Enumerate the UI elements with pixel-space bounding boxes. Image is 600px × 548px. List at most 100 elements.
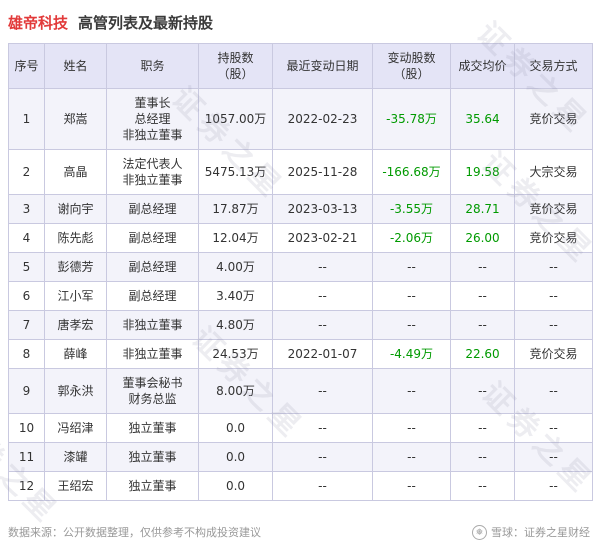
cell-position: 董事长 总经理 非独立董事 (106, 88, 199, 150)
cell-name: 陈先彪 (44, 223, 107, 253)
table-row: 11 漆罐 独立董事 0.0 -- -- -- -- (8, 442, 593, 472)
cell-index: 4 (8, 223, 45, 253)
cell-shares: 24.53万 (198, 339, 273, 369)
cell-change-shares: -- (372, 252, 451, 282)
table-row: 12 王绍宏 独立董事 0.0 -- -- -- -- (8, 471, 593, 501)
cell-name: 高晶 (44, 149, 107, 195)
cell-avg-price: -- (450, 413, 515, 443)
cell-index: 8 (8, 339, 45, 369)
cell-change-shares: -3.55万 (372, 194, 451, 224)
table-row: 6 江小军 副总经理 3.40万 -- -- -- -- (8, 281, 593, 311)
cell-shares: 17.87万 (198, 194, 273, 224)
table-row: 3 谢向宇 副总经理 17.87万 2023-03-13 -3.55万 28.71 竞价交易 (8, 194, 593, 224)
cell-position: 法定代表人 非独立董事 (106, 149, 199, 195)
table-row: 9 郭永洪 董事会秘书 财务总监 8.00万 -- -- -- -- (8, 368, 593, 414)
cell-trade-method: 竞价交易 (514, 194, 593, 224)
table-row: 1 郑嵩 董事长 总经理 非独立董事 1057.00万 2022-02-23 -35.78… (8, 88, 593, 150)
table-body: 1 郑嵩 董事长 总经理 非独立董事 1057.00万 2022-02-23 -35.78… (8, 88, 593, 501)
cell-change-shares: -- (372, 413, 451, 443)
table-row: 5 彭德芳 副总经理 4.00万 -- -- -- -- (8, 252, 593, 282)
cell-name: 彭德芳 (44, 252, 107, 282)
cell-position: 独立董事 (106, 413, 199, 443)
cell-shares: 12.04万 (198, 223, 273, 253)
cell-position: 副总经理 (106, 281, 199, 311)
cell-change-date: -- (272, 471, 373, 501)
cell-position: 副总经理 (106, 194, 199, 224)
cell-avg-price: 19.58 (450, 149, 515, 195)
column-header: 成交均价 (450, 43, 515, 89)
cell-index: 10 (8, 413, 45, 443)
table-row: 7 唐孝宏 非独立董事 4.80万 -- -- -- -- (8, 310, 593, 340)
cell-avg-price: 35.64 (450, 88, 515, 150)
cell-position: 副总经理 (106, 223, 199, 253)
cell-name: 冯绍津 (44, 413, 107, 443)
table-row: 10 冯绍津 独立董事 0.0 -- -- -- -- (8, 413, 593, 443)
executives-table: 序号 姓名 职务 持股数 （股） 最近变动日期 变动股数 （股） 成交均价 交易方式 1 郑嵩董… (8, 43, 593, 501)
column-header: 序号 (8, 43, 45, 89)
cell-name: 漆罐 (44, 442, 107, 472)
cell-position: 非独立董事 (106, 310, 199, 340)
cell-shares: 5475.13万 (198, 149, 273, 195)
cell-index: 3 (8, 194, 45, 224)
cell-position: 独立董事 (106, 471, 199, 501)
cell-trade-method: -- (514, 413, 593, 443)
brand-label: 雪球：证券之星财经 (491, 526, 590, 539)
table-row: 8 薛峰 非独立董事 24.53万 2022-01-07 -4.49万 22.60 竞价交易 (8, 339, 593, 369)
cell-position: 副总经理 (106, 252, 199, 282)
cell-name: 薛峰 (44, 339, 107, 369)
cell-name: 郑嵩 (44, 88, 107, 150)
brand: ❅ 雪球：证券之星财经 (472, 524, 590, 540)
cell-avg-price: 28.71 (450, 194, 515, 224)
cell-name: 王绍宏 (44, 471, 107, 501)
cell-change-shares: -- (372, 471, 451, 501)
column-header: 职务 (106, 43, 199, 89)
cell-trade-method: 大宗交易 (514, 149, 593, 195)
cell-trade-method: 竞价交易 (514, 339, 593, 369)
cell-change-date: 2022-02-23 (272, 88, 373, 150)
cell-trade-method: -- (514, 442, 593, 472)
title-subtitle: 高管列表及最新持股 (78, 14, 214, 32)
cell-change-shares: -- (372, 442, 451, 472)
cell-position: 非独立董事 (106, 339, 199, 369)
cell-avg-price: -- (450, 368, 515, 414)
column-header: 变动股数 （股） (372, 43, 451, 89)
cell-index: 9 (8, 368, 45, 414)
cell-index: 2 (8, 149, 45, 195)
cell-trade-method: -- (514, 471, 593, 501)
cell-trade-method: -- (514, 368, 593, 414)
table-header-row: 序号 姓名 职务 持股数 （股） 最近变动日期 变动股数 （股） 成交均价 交易方式 (8, 43, 593, 89)
cell-change-date: 2025-11-28 (272, 149, 373, 195)
cell-name: 江小军 (44, 281, 107, 311)
cell-index: 7 (8, 310, 45, 340)
stock-name: 雄帝科技 (8, 14, 69, 32)
cell-index: 12 (8, 471, 45, 501)
cell-shares: 1057.00万 (198, 88, 273, 150)
cell-change-shares: -- (372, 281, 451, 311)
cell-trade-method: -- (514, 310, 593, 340)
cell-index: 11 (8, 442, 45, 472)
cell-name: 郭永洪 (44, 368, 107, 414)
cell-trade-method: -- (514, 281, 593, 311)
xueqiu-logo-icon: ❅ (472, 524, 487, 540)
column-header: 交易方式 (514, 43, 593, 89)
cell-avg-price: 22.60 (450, 339, 515, 369)
cell-change-date: 2023-03-13 (272, 194, 373, 224)
cell-shares: 4.00万 (198, 252, 273, 282)
cell-avg-price: 26.00 (450, 223, 515, 253)
cell-change-date: -- (272, 413, 373, 443)
cell-change-shares: -4.49万 (372, 339, 451, 369)
cell-change-date: 2023-02-21 (272, 223, 373, 253)
cell-avg-price: -- (450, 281, 515, 311)
cell-index: 5 (8, 252, 45, 282)
cell-avg-price: -- (450, 471, 515, 501)
cell-change-date: -- (272, 252, 373, 282)
cell-change-shares: -35.78万 (372, 88, 451, 150)
data-source-note: 数据来源：公开数据整理，仅供参考不构成投资建议 (8, 526, 261, 539)
cell-shares: 0.0 (198, 413, 273, 443)
cell-index: 1 (8, 88, 45, 150)
cell-change-date: 2022-01-07 (272, 339, 373, 369)
cell-trade-method: -- (514, 252, 593, 282)
cell-name: 唐孝宏 (44, 310, 107, 340)
cell-change-date: -- (272, 310, 373, 340)
